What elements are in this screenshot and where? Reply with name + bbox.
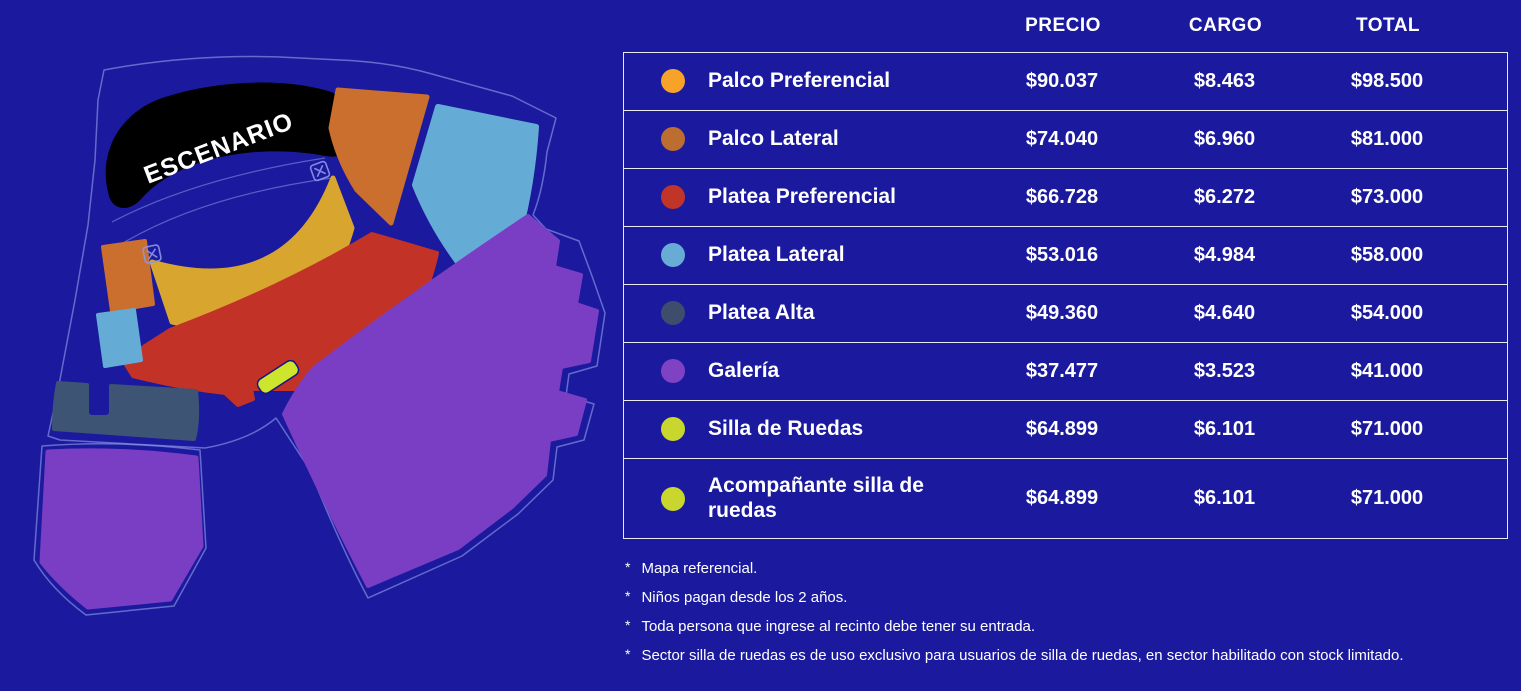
category-color-dot: [661, 185, 685, 210]
category-name: Acompañante silla de ruedas: [708, 474, 924, 522]
stage-shape: [105, 82, 350, 209]
category-name: Palco Lateral: [708, 127, 839, 151]
column-header-total: TOTAL: [1355, 15, 1421, 36]
precio-value: $64.899: [1025, 487, 1099, 509]
category-color-dot: [661, 127, 685, 152]
total-value: $98.500: [1350, 70, 1424, 92]
precio-value: $49.360: [1025, 302, 1099, 324]
map-section-galeria-left: [39, 448, 204, 610]
category-name: Platea Alta: [708, 301, 815, 325]
footnote-text: Toda persona que ingrese al recinto debe…: [641, 618, 1036, 635]
category-name: Platea Preferencial: [708, 185, 896, 209]
price-table: Palco Preferencial $90.037 $8.463 $98.50…: [623, 52, 1508, 539]
table-row-platea-preferencial: Platea Preferencial $66.728 $6.272 $73.0…: [624, 168, 1507, 226]
category-color-dot: [661, 69, 685, 94]
map-section-palco-lateral-left: [101, 239, 155, 313]
cargo-value: $4.640: [1193, 302, 1256, 324]
category-name: Palco Preferencial: [708, 69, 891, 93]
column-header-precio: PRECIO: [1025, 15, 1101, 36]
footnote-item: * Mapa referencial.: [625, 559, 1515, 578]
map-section-galeria-right: [282, 214, 599, 588]
venue-outline: [47, 55, 606, 599]
footnote-text: Niños pagan desde los 2 años.: [641, 589, 848, 606]
total-value: $54.000: [1350, 302, 1424, 324]
price-table-header: PRECIO CARGO TOTAL: [623, 0, 1508, 52]
map-section-platea-alta: [52, 381, 200, 441]
map-section-palco-lateral-top: [328, 87, 430, 226]
precio-value: $66.728: [1025, 186, 1099, 208]
venue-outline-lower: [33, 443, 207, 616]
cargo-value: $6.272: [1193, 186, 1256, 208]
category-color-dot: [661, 417, 685, 442]
price-panel: PRECIO CARGO TOTAL Palco Preferencial $9…: [623, 0, 1508, 539]
cargo-value: $8.463: [1193, 70, 1256, 92]
stairs-marker-icon: [309, 160, 331, 182]
cargo-value: $6.101: [1193, 418, 1256, 440]
category-name: Platea Lateral: [708, 243, 845, 267]
precio-value: $74.040: [1025, 128, 1099, 150]
cargo-value: $4.984: [1193, 244, 1256, 266]
category-color-dot: [661, 243, 685, 268]
footnote-item: * Sector silla de ruedas es de uso exclu…: [625, 646, 1515, 665]
category-name: Galería: [708, 359, 780, 383]
table-row-galeria: Galería $37.477 $3.523 $41.000: [624, 342, 1507, 400]
map-section-silla-de-ruedas: [256, 359, 300, 395]
category-color-dot: [661, 359, 685, 384]
total-value: $71.000: [1350, 418, 1424, 440]
stairs-marker-icon: [142, 244, 162, 264]
map-section-platea-lateral-left: [96, 308, 143, 368]
precio-value: $64.899: [1025, 418, 1099, 440]
asterisk-marker: *: [625, 588, 631, 604]
total-value: $58.000: [1350, 244, 1424, 266]
footnotes: * Mapa referencial. * Niños pagan desde …: [625, 559, 1515, 676]
asterisk-marker: *: [625, 559, 631, 575]
total-value: $81.000: [1350, 128, 1424, 150]
table-row-palco-preferencial: Palco Preferencial $90.037 $8.463 $98.50…: [624, 53, 1507, 110]
table-row-platea-alta: Platea Alta $49.360 $4.640 $54.000: [624, 284, 1507, 342]
cargo-value: $6.101: [1193, 487, 1256, 509]
table-row-silla-de-ruedas: Silla de Ruedas $64.899 $6.101 $71.000: [624, 400, 1507, 458]
total-value: $73.000: [1350, 186, 1424, 208]
footnote-item: * Toda persona que ingrese al recinto de…: [625, 617, 1515, 636]
precio-value: $37.477: [1025, 360, 1099, 382]
footnote-text: Mapa referencial.: [641, 560, 758, 577]
category-color-dot: [661, 486, 685, 511]
column-header-cargo: CARGO: [1188, 15, 1263, 36]
precio-value: $90.037: [1025, 70, 1099, 92]
total-value: $71.000: [1350, 487, 1424, 509]
footnote-item: * Niños pagan desde los 2 años.: [625, 588, 1515, 607]
category-name: Silla de Ruedas: [708, 417, 864, 441]
cargo-value: $3.523: [1193, 360, 1256, 382]
venue-map: ESCENARIO: [33, 55, 606, 616]
footnote-text: Sector silla de ruedas es de uso exclusi…: [641, 647, 1404, 664]
asterisk-marker: *: [625, 617, 631, 633]
cargo-value: $6.960: [1193, 128, 1256, 150]
precio-value: $53.016: [1025, 244, 1099, 266]
table-row-acompanante-silla-de-ruedas: Acompañante silla de ruedas $64.899 $6.1…: [624, 458, 1507, 538]
total-value: $41.000: [1350, 360, 1424, 382]
corridor-outline: [111, 157, 333, 247]
table-row-platea-lateral: Platea Lateral $53.016 $4.984 $58.000: [624, 226, 1507, 284]
category-color-dot: [661, 301, 685, 326]
asterisk-marker: *: [625, 646, 631, 662]
table-row-palco-lateral: Palco Lateral $74.040 $6.960 $81.000: [624, 110, 1507, 168]
